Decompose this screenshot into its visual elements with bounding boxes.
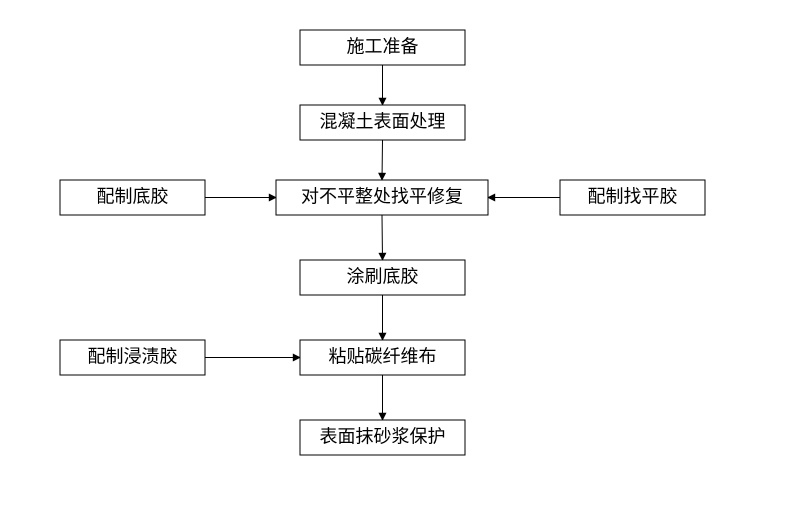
flow-node: 涂刷底胶 [300, 260, 465, 295]
flow-edge [382, 215, 383, 260]
flow-edge [382, 140, 383, 180]
flow-node: 配制找平胶 [560, 180, 705, 215]
flow-node: 对不平整处找平修复 [276, 180, 488, 215]
flow-node: 配制浸渍胶 [60, 340, 205, 375]
flow-node: 混凝土表面处理 [300, 105, 465, 140]
flow-node-label: 施工准备 [347, 37, 419, 57]
flow-node-label: 对不平整处找平修复 [301, 187, 463, 207]
flow-node-label: 粘贴碳纤维布 [329, 347, 437, 367]
flow-node: 粘贴碳纤维布 [300, 340, 465, 375]
flow-node-label: 涂刷底胶 [347, 267, 419, 287]
flow-node: 表面抹砂浆保护 [300, 420, 465, 455]
flow-node-label: 配制找平胶 [588, 187, 678, 207]
flowchart-canvas: 施工准备混凝土表面处理对不平整处找平修复涂刷底胶粘贴碳纤维布表面抹砂浆保护 配制底… [0, 0, 800, 530]
flow-node-label: 配制浸渍胶 [88, 347, 178, 367]
flow-node: 配制底胶 [60, 180, 205, 215]
flow-node-label: 配制底胶 [97, 187, 169, 207]
flow-node-label: 混凝土表面处理 [320, 112, 446, 132]
flow-node: 施工准备 [300, 30, 465, 65]
flow-node-label: 表面抹砂浆保护 [320, 427, 446, 447]
